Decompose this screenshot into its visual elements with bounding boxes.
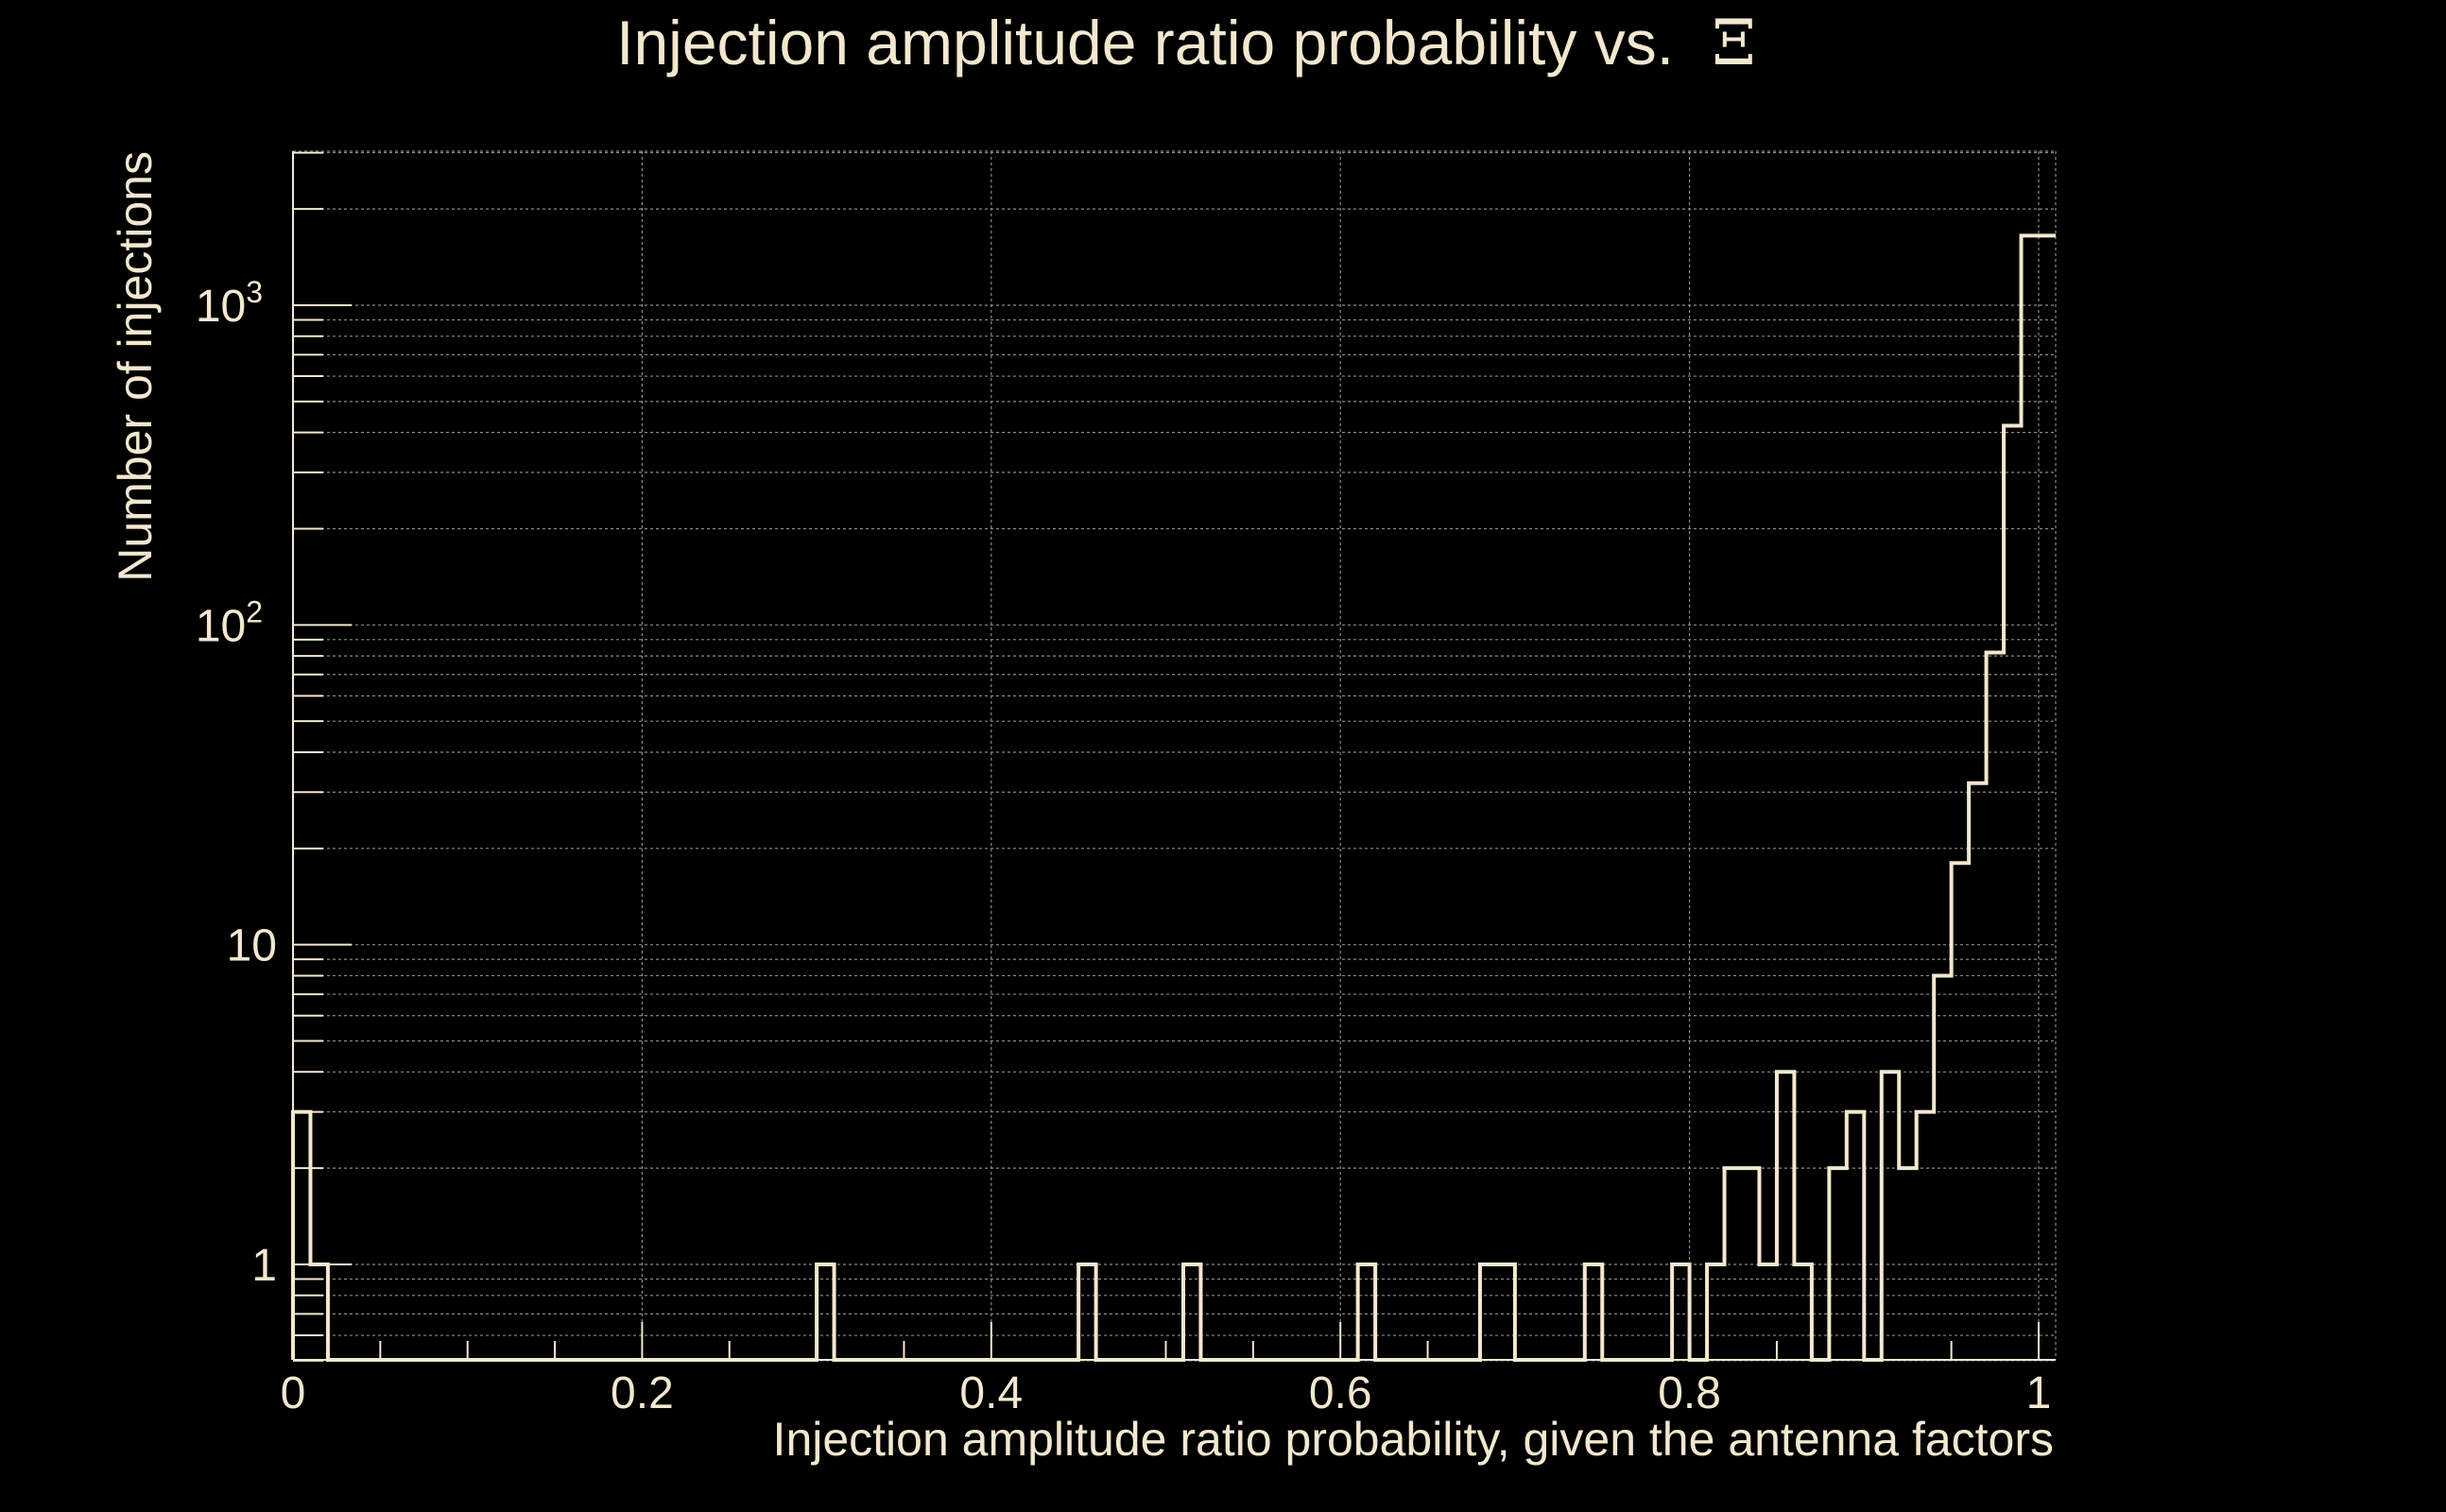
x-axis-label: Injection amplitude ratio probability, g…	[773, 1413, 2054, 1466]
histogram-bar	[310, 1264, 327, 1360]
histogram-bar	[1934, 975, 1951, 1360]
histogram-bar	[1078, 1264, 1095, 1360]
histogram-bar	[1882, 1072, 1899, 1360]
histogram-bar	[1480, 1264, 1497, 1360]
chart-title-text: Injection amplitude ratio probability vs…	[616, 8, 1674, 77]
x-tick-labels: 0 0.2 0.4 0.6 0.8 1	[281, 1368, 2052, 1418]
y-tick-label: 1	[251, 1241, 277, 1291]
histogram-bar	[1183, 1264, 1200, 1360]
y-tick-label: 103	[196, 275, 263, 332]
x-tick-label: 0.2	[611, 1368, 674, 1418]
x-tick-label: 0.8	[1658, 1368, 1721, 1418]
histogram-bar	[1672, 1264, 1689, 1360]
histogram-bar	[1899, 1168, 1916, 1360]
y-axis-label: Number of injections	[109, 151, 162, 582]
histogram-bar	[1358, 1264, 1375, 1360]
y-tick-label: 10	[227, 921, 277, 971]
histogram-bar	[1952, 863, 1969, 1360]
histogram-bar	[2022, 235, 2039, 1360]
histogram-bar	[1917, 1112, 1934, 1360]
histogram-bar	[1829, 1168, 1846, 1360]
x-tick-label: 0.6	[1309, 1368, 1372, 1418]
y-tick-label-exponent: 3	[246, 275, 263, 309]
histogram-bar	[1585, 1264, 1602, 1360]
histogram-bar	[1725, 1168, 1742, 1360]
x-tick-label: 1	[2026, 1368, 2052, 1418]
histogram-step-line	[291, 233, 2056, 1362]
histogram-bar	[293, 1112, 310, 1360]
x-tick-label: 0.4	[959, 1368, 1023, 1418]
histogram-bar	[1777, 1072, 1794, 1360]
y-tick-label-base: 10	[196, 601, 246, 651]
histogram-bar	[1497, 1264, 1514, 1360]
histogram-bar	[1847, 1112, 1864, 1360]
chart-title: Injection amplitude ratio probability vs…	[616, 7, 1756, 79]
y-tick-label-base: 10	[196, 282, 246, 332]
histogram-bar	[2004, 425, 2021, 1360]
chart-title-symbol: Ξ	[1712, 7, 1755, 79]
histogram-bar	[1969, 783, 1986, 1360]
histogram-bar	[1707, 1264, 1724, 1360]
y-tick-label-exponent: 2	[246, 594, 263, 628]
histogram-bar	[1987, 652, 2004, 1360]
histogram-bar	[1794, 1264, 1811, 1360]
histogram-bar	[817, 1264, 834, 1360]
x-tick-label: 0	[281, 1368, 306, 1418]
histogram-bar	[1759, 1264, 1776, 1360]
y-tick-label: 102	[196, 594, 263, 651]
grid-lines	[293, 150, 2057, 1362]
histogram-bar	[1742, 1168, 1759, 1360]
